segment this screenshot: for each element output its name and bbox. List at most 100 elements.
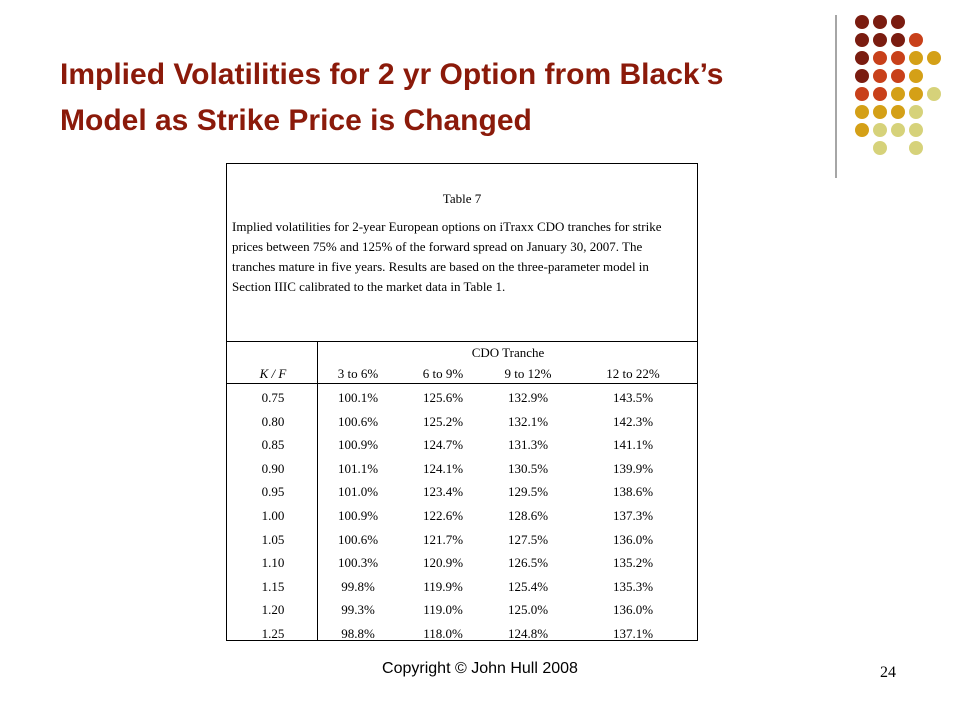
dot — [873, 33, 887, 47]
dot — [927, 87, 941, 101]
table-cell: 137.1% — [612, 626, 654, 641]
dot — [891, 15, 905, 29]
dot — [855, 15, 869, 29]
table-cell: 127.5% — [507, 531, 549, 547]
dot — [909, 87, 923, 101]
dot — [873, 123, 887, 137]
dot — [927, 51, 941, 65]
table-cell: 125.4% — [507, 578, 549, 594]
table-cell: 132.9% — [507, 390, 549, 405]
table-cell: 129.5% — [507, 484, 549, 500]
table-cell: 101.0% — [337, 484, 379, 500]
dot — [891, 51, 905, 65]
dot — [855, 51, 869, 65]
table-cell: 0.90 — [261, 460, 285, 476]
table-cell: 100.6% — [337, 531, 379, 547]
table-cell: 1.15 — [261, 578, 285, 594]
table-cell: 0.75 — [261, 390, 285, 405]
table-cell: 101.1% — [337, 460, 379, 476]
dot — [909, 51, 923, 65]
table-cell: 124.7% — [422, 437, 464, 453]
table-cell: 131.3% — [507, 437, 549, 453]
table-cell: 135.2% — [612, 555, 654, 571]
table-cell: 1.00 — [261, 508, 285, 523]
table-cell: 0.80 — [261, 413, 285, 429]
table-cell: 99.3% — [341, 602, 375, 618]
column-header: 9 to 12% — [504, 366, 552, 381]
table-cell: 100.1% — [337, 390, 379, 405]
table-cell: 136.0% — [612, 602, 654, 618]
table-cell: 120.9% — [422, 555, 464, 571]
dot — [891, 123, 905, 137]
dot — [855, 123, 869, 137]
dot — [909, 123, 923, 137]
table-cell: 128.6% — [507, 508, 549, 523]
table-cell: 122.6% — [422, 508, 464, 523]
table-cell: 135.3% — [612, 578, 654, 594]
table-cell: 137.3% — [612, 508, 654, 523]
table: Table 7 Implied volatilities for 2-year … — [226, 163, 698, 641]
table-cell: 1.05 — [261, 531, 285, 547]
dot — [855, 105, 869, 119]
table-cell: 125.2% — [422, 413, 464, 429]
table-cell: 1.25 — [261, 626, 285, 641]
table-cell: 100.6% — [337, 413, 379, 429]
dot — [855, 69, 869, 83]
dot — [891, 69, 905, 83]
table-caption: Table 7 — [442, 191, 482, 206]
table-cell: 121.7% — [422, 531, 464, 547]
table-cell: 139.9% — [612, 460, 654, 476]
dot — [873, 87, 887, 101]
decoration — [835, 15, 941, 178]
column-header: 3 to 6% — [337, 366, 379, 381]
dot — [891, 105, 905, 119]
dot — [909, 141, 923, 155]
dot — [873, 141, 887, 155]
table-cell: 124.8% — [507, 626, 549, 641]
table-cell: 125.0% — [507, 602, 549, 618]
group-header: CDO Tranche — [471, 345, 545, 360]
table-cell: 141.1% — [612, 437, 654, 453]
copyright: Copyright © John Hull 2008 — [382, 660, 578, 677]
table-cell: 143.5% — [612, 390, 654, 405]
slide-title: Implied Volatilities for 2 yr Option fro… — [60, 58, 724, 137]
dot — [855, 87, 869, 101]
table-cell: 119.0% — [423, 602, 463, 618]
table-cell: 1.20 — [261, 602, 285, 618]
table-cell: 130.5% — [507, 460, 549, 476]
dot — [873, 51, 887, 65]
table-cell: 99.8% — [341, 578, 375, 594]
table-cell: 125.6% — [422, 390, 464, 405]
table-cell: 136.0% — [612, 531, 654, 547]
table-description: Implied volatilities for 2-year European… — [232, 219, 662, 294]
dot — [873, 105, 887, 119]
table-cell: 126.5% — [507, 555, 549, 571]
table-cell: 100.9% — [337, 508, 379, 523]
dot — [909, 33, 923, 47]
rule — [227, 341, 697, 342]
dot — [873, 15, 887, 29]
rule — [227, 383, 697, 384]
column-header: K / F — [259, 366, 287, 381]
dot — [909, 105, 923, 119]
table-cell: 0.85 — [261, 437, 285, 453]
table-cell: 100.3% — [337, 555, 379, 571]
dot — [891, 33, 905, 47]
table-cell: 100.9% — [337, 437, 379, 453]
table-cell: 132.1% — [507, 413, 549, 429]
dot — [909, 69, 923, 83]
dot — [873, 69, 887, 83]
table-cell: 138.6% — [612, 484, 654, 500]
dot — [855, 33, 869, 47]
dot — [891, 87, 905, 101]
column-header: 12 to 22% — [606, 366, 660, 381]
table-cell: 0.95 — [261, 484, 285, 500]
table-cell: 119.9% — [423, 578, 463, 594]
rule — [317, 341, 318, 641]
table-cell: 123.4% — [422, 484, 464, 500]
table-cell: 118.0% — [423, 626, 463, 641]
table-cell: 124.1% — [422, 460, 464, 476]
table-cell: 142.3% — [612, 413, 654, 429]
table-cell: 98.8% — [341, 626, 375, 641]
